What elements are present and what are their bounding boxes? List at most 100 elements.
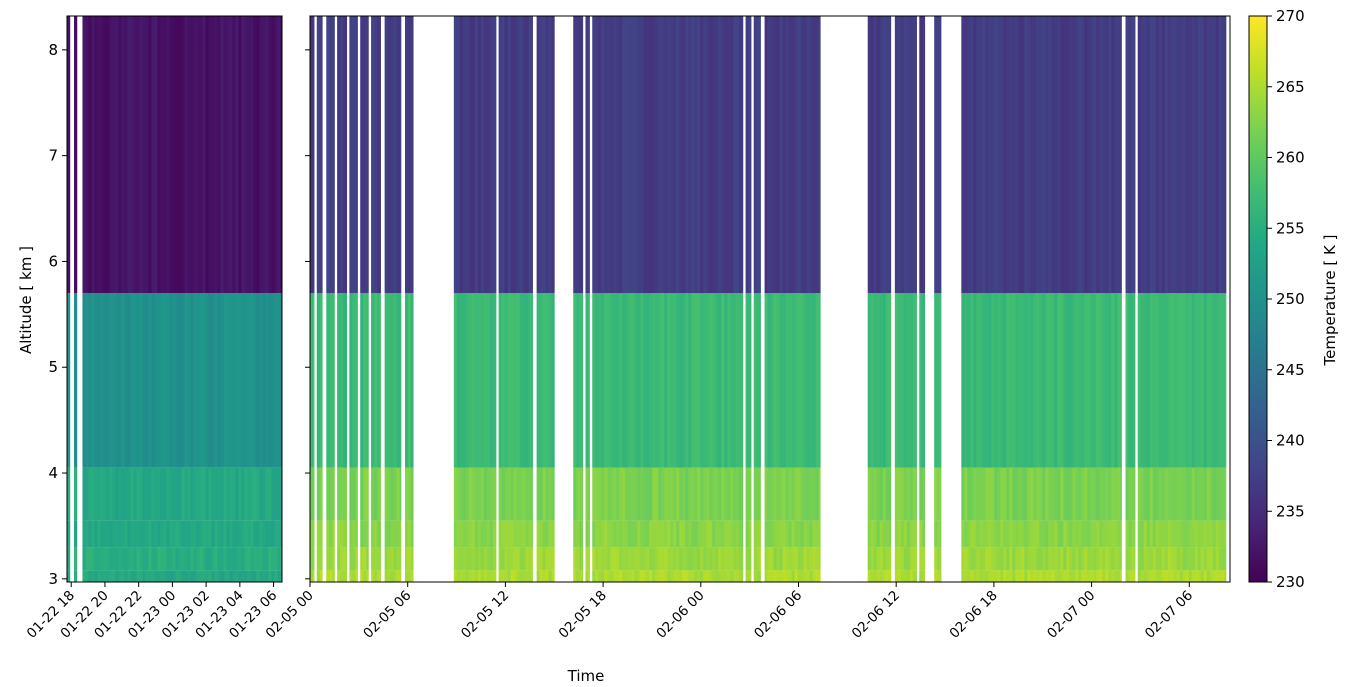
data-segment	[895, 16, 917, 582]
heatmap-cell	[670, 16, 673, 293]
heatmap-cell	[1162, 547, 1165, 570]
heatmap-cell	[970, 521, 973, 547]
heatmap-cell	[907, 547, 910, 570]
heatmap-cell	[1012, 468, 1015, 521]
heatmap-cell	[481, 521, 484, 547]
heatmap-cell	[106, 468, 109, 521]
heatmap-cell	[922, 16, 925, 293]
heatmap-cell	[1099, 547, 1102, 570]
heatmap-cell	[517, 16, 520, 293]
heatmap-cell	[607, 468, 610, 521]
heatmap-cell	[601, 521, 604, 547]
heatmap-cell	[91, 16, 94, 293]
heatmap-cell	[913, 16, 916, 293]
heatmap-cell	[546, 547, 549, 570]
heatmap-cell	[777, 547, 780, 570]
heatmap-cell	[964, 547, 967, 570]
heatmap-cell	[937, 16, 940, 293]
heatmap-cell	[130, 521, 133, 547]
heatmap-cell	[880, 468, 883, 521]
heatmap-cell	[326, 521, 329, 547]
heatmap-cell	[232, 293, 235, 468]
heatmap-cell	[792, 521, 795, 547]
heatmap-cell	[97, 521, 100, 547]
heatmap-cell	[94, 570, 97, 582]
heatmap-cell	[1117, 547, 1120, 570]
heatmap-cell	[907, 293, 910, 468]
heatmap-cell	[1225, 293, 1227, 468]
heatmap-cell	[883, 570, 886, 582]
heatmap-cell	[604, 293, 607, 468]
heatmap-cell	[1078, 521, 1081, 547]
heatmap-cell	[703, 521, 706, 547]
heatmap-cell	[1225, 468, 1227, 521]
heatmap-cell	[329, 468, 332, 521]
heatmap-cell	[540, 293, 543, 468]
heatmap-cell	[573, 468, 576, 521]
heatmap-cell	[1165, 521, 1168, 547]
heatmap-cell	[1009, 570, 1012, 582]
heatmap-cell	[746, 521, 749, 547]
heatmap-cell	[628, 16, 631, 293]
heatmap-cell	[88, 468, 91, 521]
heatmap-cell	[1132, 570, 1135, 582]
heatmap-cell	[919, 468, 922, 521]
heatmap-cell	[994, 16, 997, 293]
heatmap-cell	[649, 547, 652, 570]
heatmap-cell	[505, 570, 508, 582]
heatmap-cell	[819, 16, 821, 293]
heatmap-cell	[1051, 293, 1054, 468]
heatmap-cell	[694, 293, 697, 468]
heatmap-cell	[1219, 468, 1222, 521]
heatmap-cell	[1108, 521, 1111, 547]
heatmap-cell	[736, 570, 739, 582]
heatmap-cell	[1021, 521, 1024, 547]
heatmap-cell	[988, 570, 991, 582]
heatmap-cell	[739, 521, 742, 547]
heatmap-cell	[394, 570, 397, 582]
heatmap-cell	[1183, 570, 1186, 582]
heatmap-cell	[1120, 293, 1122, 468]
heatmap-cell	[904, 293, 907, 468]
heatmap-cell	[613, 570, 616, 582]
heatmap-cell	[511, 16, 514, 293]
heatmap-cell	[1075, 16, 1078, 293]
heatmap-cell	[886, 16, 889, 293]
heatmap-cell	[142, 16, 145, 293]
heatmap-cell	[1006, 16, 1009, 293]
heatmap-cell	[774, 293, 777, 468]
heatmap-cell	[1093, 293, 1096, 468]
heatmap-cell	[718, 547, 721, 570]
heatmap-cell	[371, 521, 374, 547]
heatmap-cell	[196, 547, 199, 570]
heatmap-cell	[475, 16, 478, 293]
heatmap-cell	[661, 521, 664, 547]
heatmap-cell	[346, 16, 347, 293]
x-axis-label: Time	[567, 667, 605, 683]
heatmap-cell	[1162, 521, 1165, 547]
heatmap-cell	[262, 468, 265, 521]
heatmap-cell	[187, 547, 190, 570]
heatmap-cell	[1177, 521, 1180, 547]
heatmap-cell	[1204, 16, 1207, 293]
heatmap-cell	[694, 16, 697, 293]
heatmap-cell	[460, 521, 463, 547]
data-segment	[405, 16, 414, 582]
heatmap-cell	[411, 16, 414, 293]
heatmap-cell	[1168, 547, 1171, 570]
heatmap-cell	[749, 570, 752, 582]
heatmap-cell	[582, 570, 583, 582]
heatmap-cell	[226, 468, 229, 521]
heatmap-cell	[640, 547, 643, 570]
heatmap-cell	[1099, 468, 1102, 521]
heatmap-cell	[172, 293, 175, 468]
heatmap-cell	[739, 468, 742, 521]
heatmap-cell	[154, 293, 157, 468]
heatmap-cell	[579, 468, 582, 521]
heatmap-cell	[1189, 468, 1192, 521]
heatmap-cell	[493, 521, 496, 547]
heatmap-cell	[904, 16, 907, 293]
heatmap-cell	[724, 16, 727, 293]
heatmap-cell	[1063, 293, 1066, 468]
heatmap-cell	[877, 16, 880, 293]
